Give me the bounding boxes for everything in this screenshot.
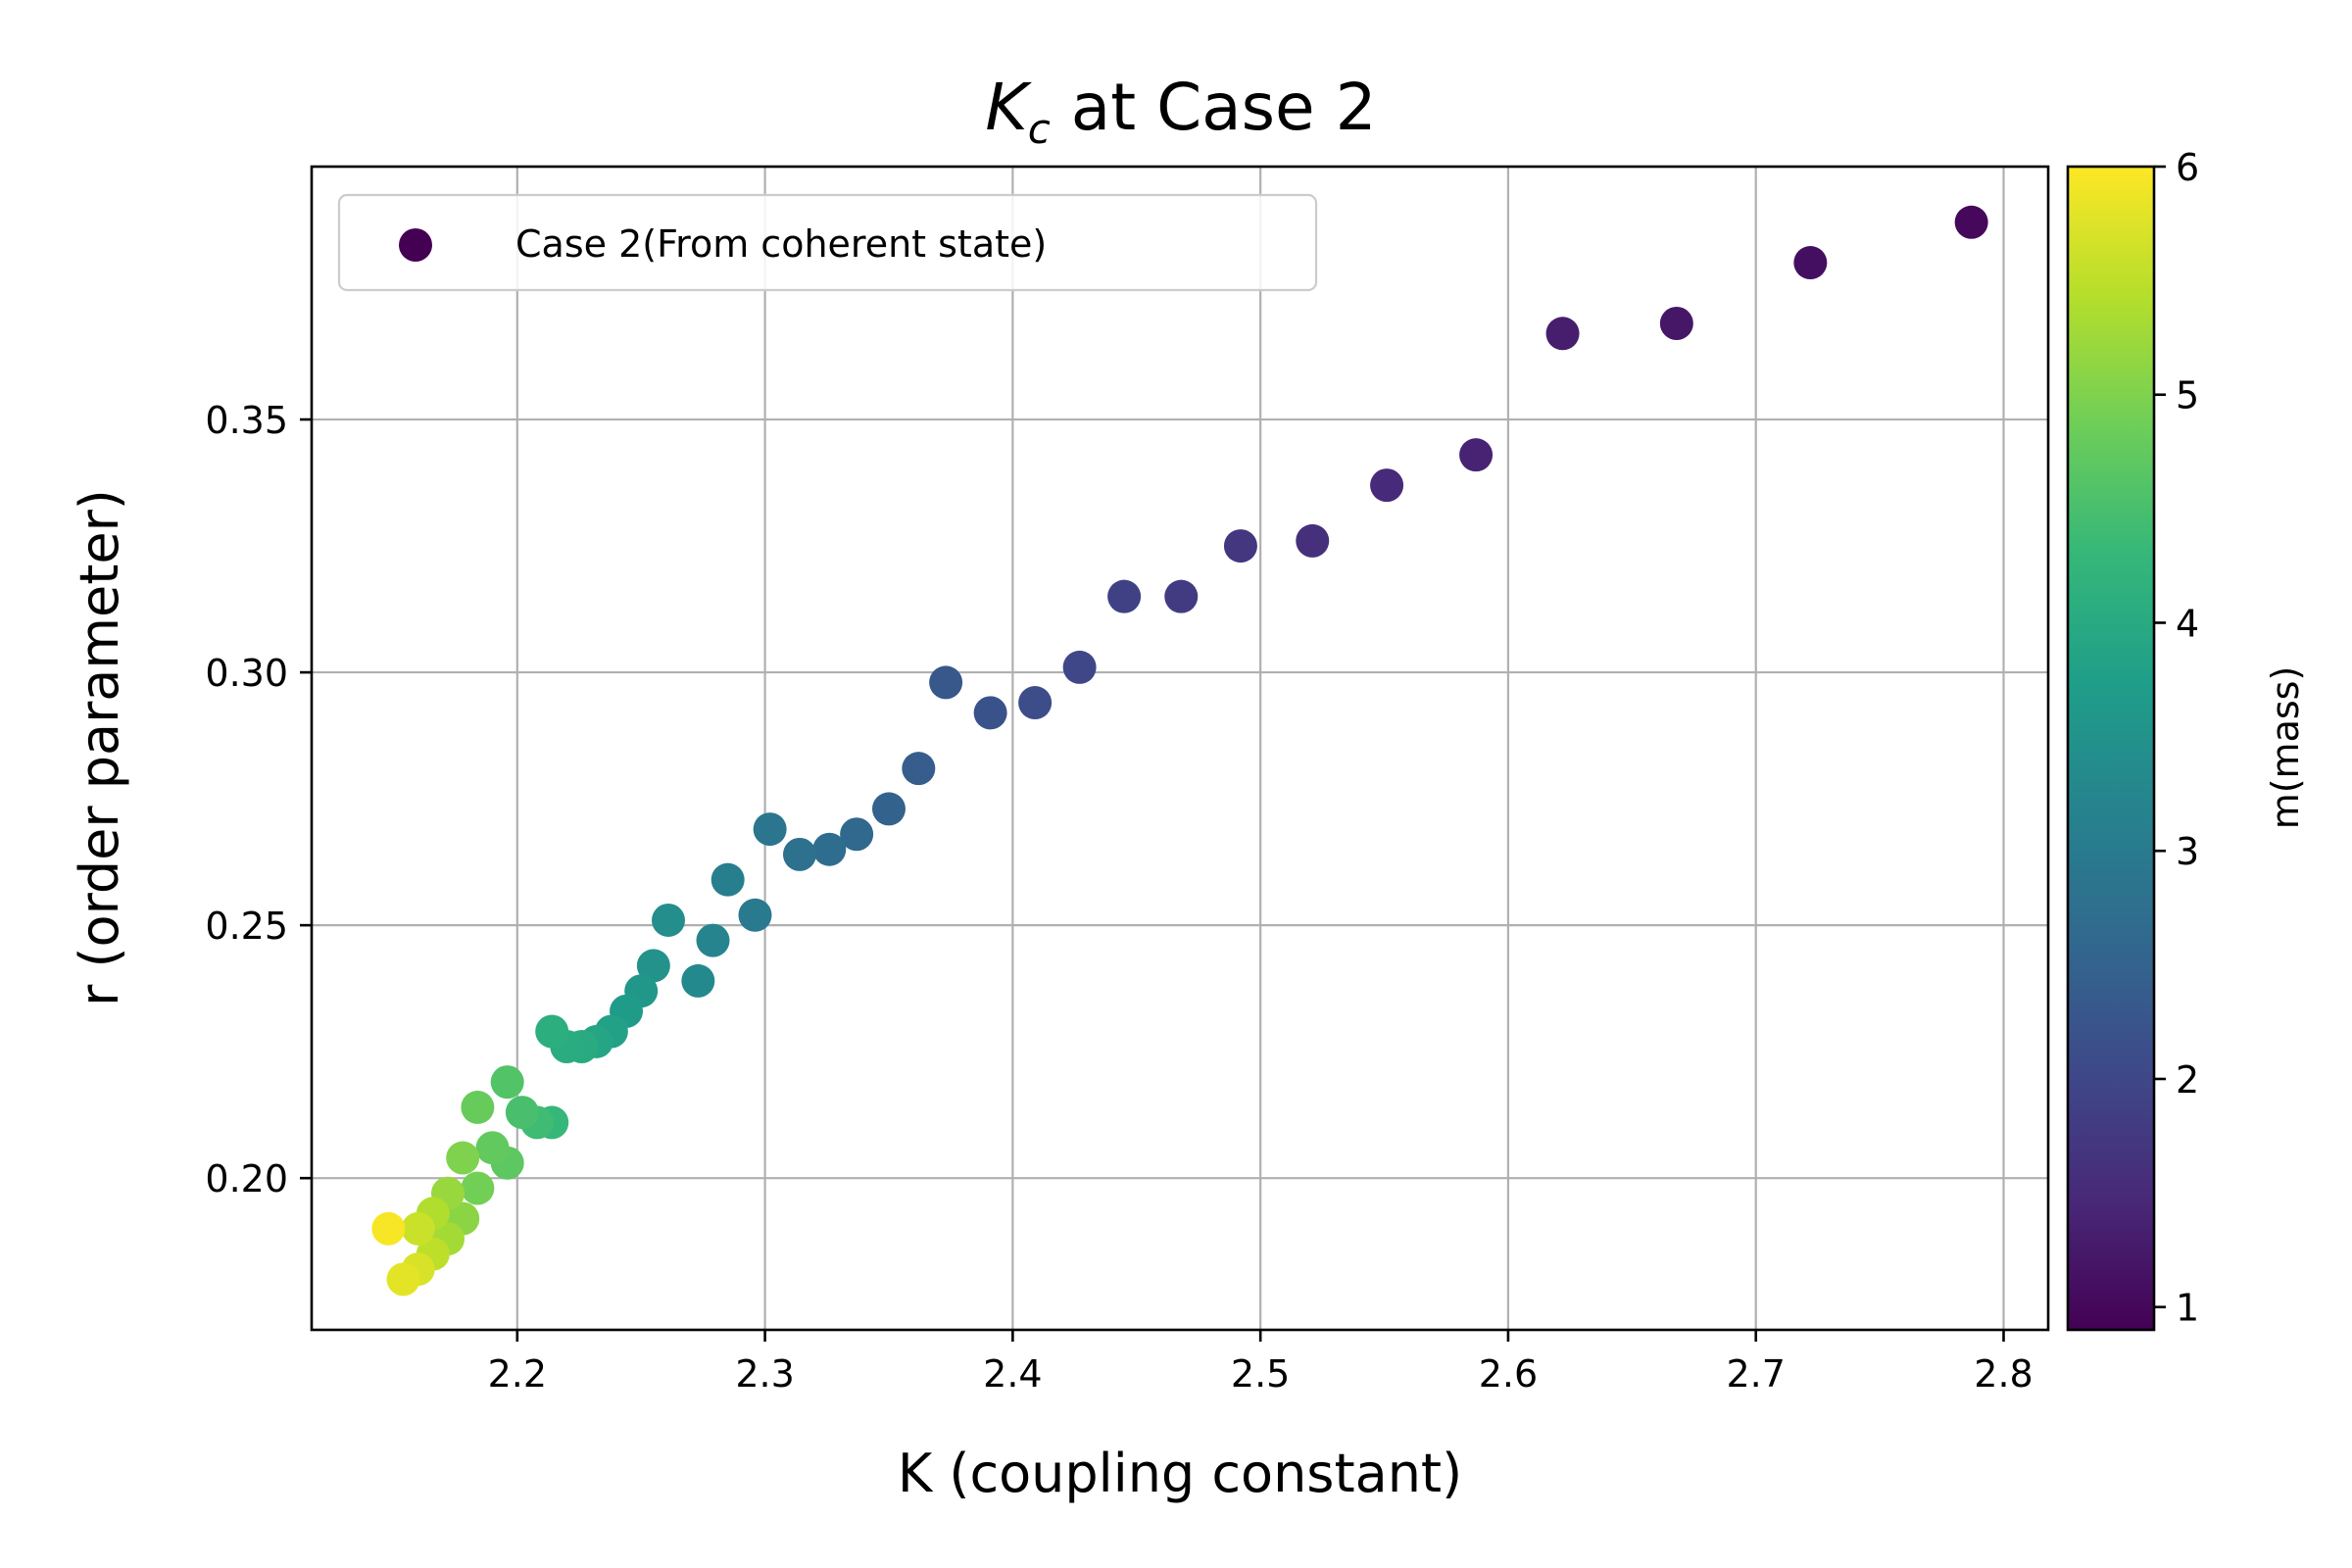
legend-label: Case 2(From coherent state): [515, 222, 1047, 266]
data-point: [929, 665, 963, 700]
data-point: [401, 1211, 435, 1246]
x-axis-ticks: 2.2 2.3 2.4 2.5 2.6 2.7 2.8: [488, 1330, 2034, 1396]
data-point: [1296, 523, 1330, 558]
data-point: [1954, 205, 1988, 239]
data-point: [753, 812, 787, 847]
data-point: [1459, 438, 1494, 472]
colorbar-tick-label: 2: [2176, 1058, 2199, 1102]
data-point: [461, 1090, 495, 1124]
colorbar-tick-label: 6: [2176, 146, 2199, 189]
data-point: [1223, 529, 1257, 564]
colorbar-tick-label: 1: [2176, 1287, 2199, 1330]
data-point: [386, 1262, 420, 1297]
data-point: [1018, 686, 1053, 720]
data-point: [535, 1014, 569, 1049]
colorbar-ticks: 1 2 3 4 5 6: [2154, 146, 2199, 1330]
x-tick-label: 2.3: [735, 1352, 794, 1396]
data-point: [710, 862, 745, 897]
data-point: [371, 1211, 406, 1246]
data-point: [652, 903, 686, 937]
data-point: [681, 963, 715, 998]
data-point: [636, 949, 670, 983]
data-point: [696, 923, 730, 957]
data-point: [1107, 579, 1142, 613]
legend-box: [337, 193, 1318, 292]
data-point: [446, 1141, 480, 1175]
data-point: [973, 696, 1007, 730]
grid: [312, 167, 2048, 1330]
y-tick-label: 0.25: [205, 905, 288, 948]
x-tick-label: 2.8: [1974, 1352, 2033, 1396]
data-point: [871, 792, 906, 826]
data-point: [505, 1096, 539, 1130]
y-axis-ticks: 0.20 0.25 0.30 0.35: [205, 399, 312, 1200]
data-point: [782, 837, 816, 871]
data-point: [812, 832, 847, 866]
chart-title: Kc at Case 2: [985, 70, 1376, 153]
y-axis-label: r (order parameter): [69, 489, 130, 1006]
x-tick-label: 2.7: [1726, 1352, 1785, 1396]
data-point: [461, 1171, 495, 1205]
data-point: [1659, 306, 1693, 340]
colorbar-tick-label: 3: [2176, 830, 2199, 873]
colorbar-tick-label: 5: [2176, 374, 2199, 417]
colorbar-gradient: [2066, 165, 2156, 1332]
x-tick-label: 2.4: [983, 1352, 1042, 1396]
colorbar-label: m(mass): [2264, 666, 2307, 830]
data-point: [1062, 650, 1097, 684]
y-tick-label: 0.30: [205, 652, 288, 695]
colorbar-tick-label: 4: [2176, 602, 2199, 645]
plot-frame: [310, 165, 2050, 1332]
y-tick-label: 0.35: [205, 399, 288, 442]
data-point: [902, 752, 936, 786]
colorbar: 1 2 3 4 5 6 m(mass): [2066, 146, 2307, 1332]
legend: Case 2(From coherent state): [337, 193, 1318, 292]
x-axis-label: K (coupling constant): [898, 1443, 1462, 1504]
data-point: [490, 1065, 524, 1100]
y-tick-label: 0.20: [205, 1157, 288, 1200]
data-point: [840, 817, 874, 852]
scatter-points: [371, 205, 1988, 1297]
x-tick-label: 2.6: [1479, 1352, 1538, 1396]
x-tick-label: 2.2: [488, 1352, 547, 1396]
x-tick-label: 2.5: [1231, 1352, 1290, 1396]
data-point: [738, 898, 772, 932]
data-point: [1370, 468, 1404, 503]
data-point: [1545, 317, 1580, 351]
data-point: [1793, 246, 1828, 280]
data-point: [1164, 579, 1199, 613]
legend-marker: [399, 228, 432, 262]
data-point: [475, 1131, 510, 1165]
